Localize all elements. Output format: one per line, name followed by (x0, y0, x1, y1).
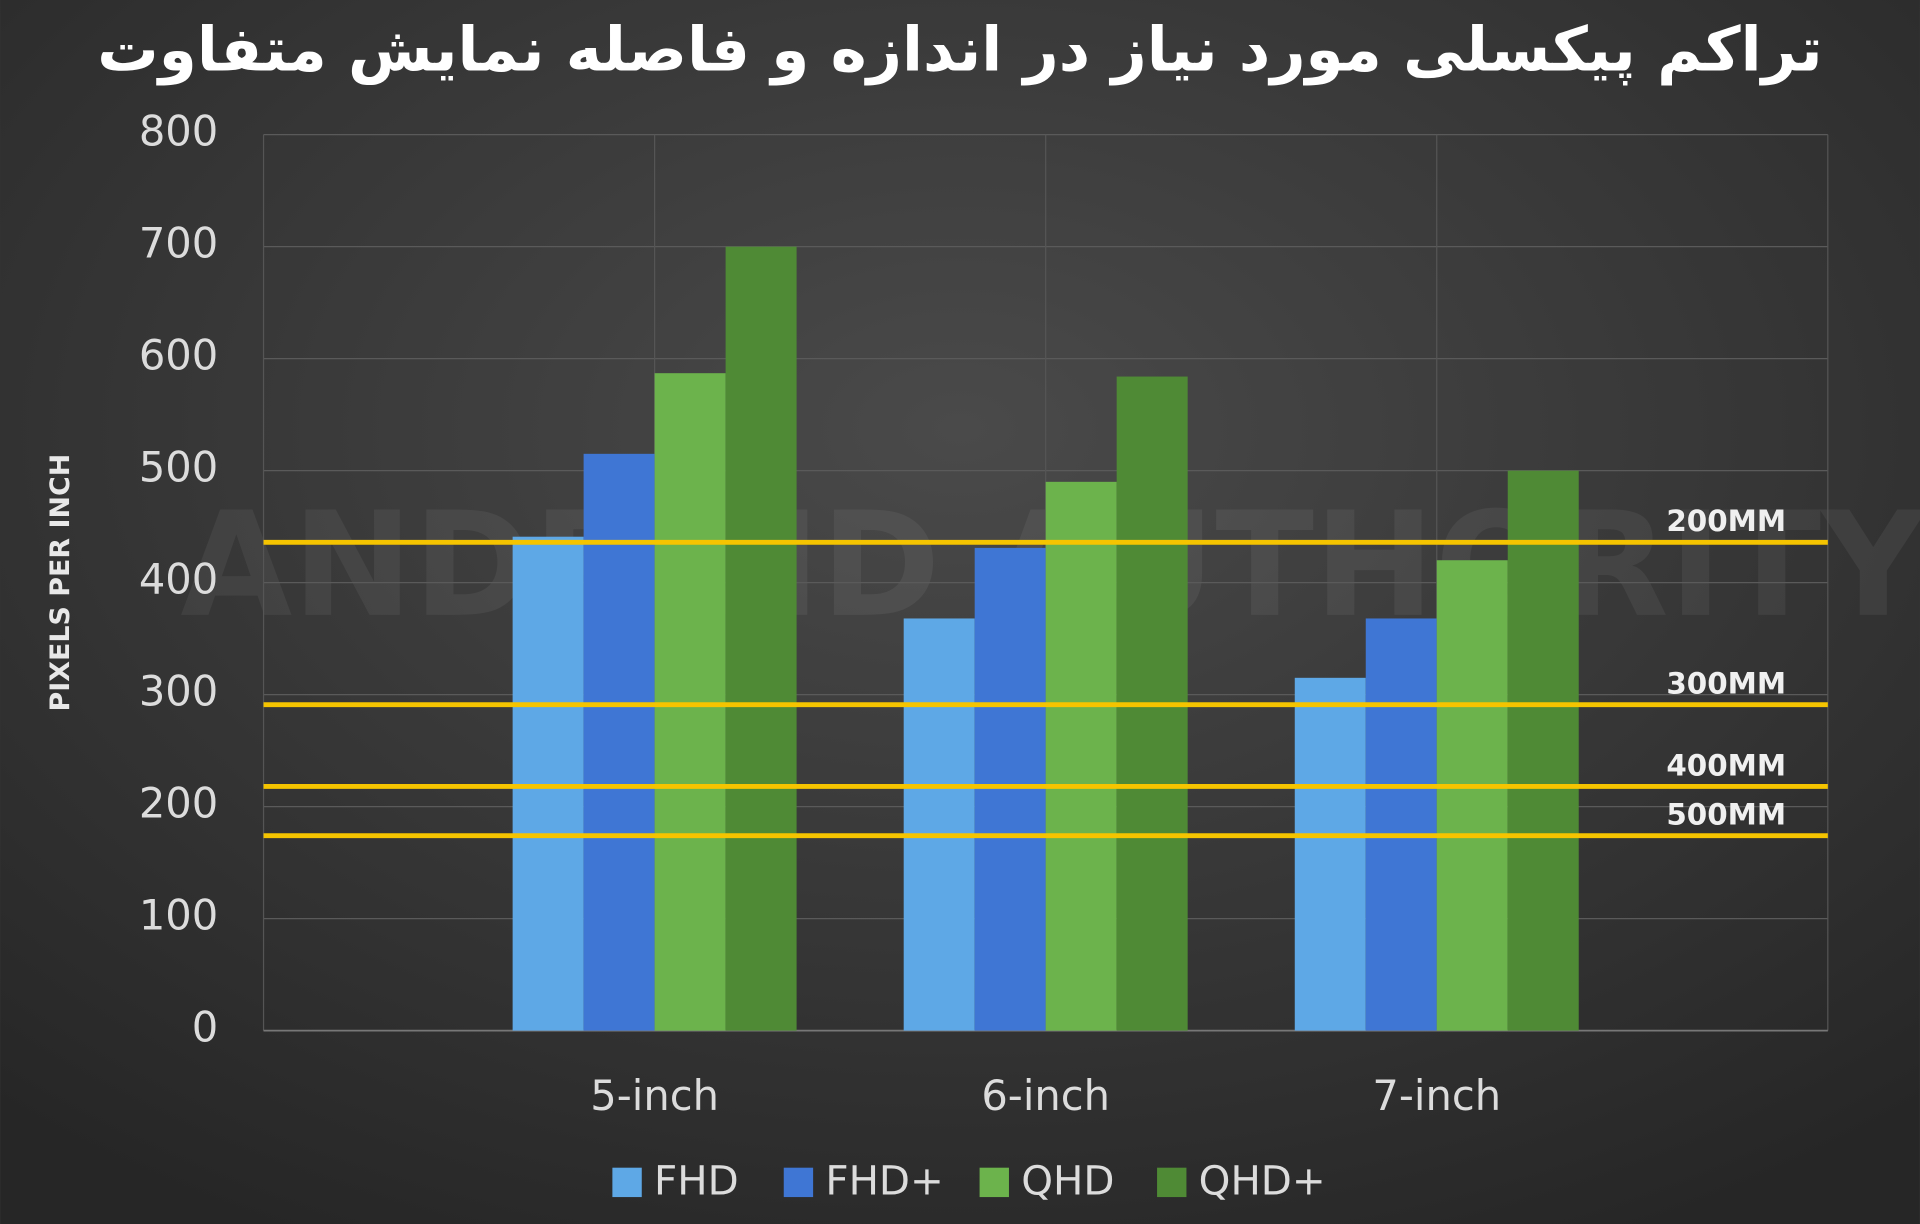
legend-label: QHD+ (1199, 1158, 1326, 1205)
legend-swatch (979, 1167, 1009, 1198)
legend-swatch (1157, 1167, 1187, 1198)
bar (1507, 470, 1579, 1031)
reference-label: 200MM (1666, 504, 1786, 538)
y-tick-label: 200 (139, 779, 218, 828)
reference-label: 400MM (1666, 748, 1786, 782)
y-tick-label: 700 (139, 219, 218, 268)
legend-swatch (783, 1167, 814, 1198)
x-tick-label: 5-inch (590, 1071, 719, 1120)
bar (1045, 481, 1117, 1031)
x-tick-label: 7-inch (1372, 1071, 1501, 1120)
y-tick-label: 300 (139, 667, 218, 716)
y-axis-label: PIXELS PER INCH (45, 454, 76, 712)
bar (583, 453, 655, 1031)
y-tick-label: 100 (139, 891, 218, 940)
chart-title: تراکم پیکسلی مورد نیاز در اندازه و فاصله… (97, 14, 1822, 85)
bar (725, 246, 797, 1031)
legend-label: QHD (1021, 1158, 1114, 1205)
bar (654, 373, 726, 1031)
reference-label: 500MM (1666, 798, 1786, 832)
bar (974, 547, 1046, 1031)
bar (1436, 560, 1508, 1031)
y-tick-label: 400 (139, 555, 218, 604)
legend-label: FHD+ (825, 1158, 944, 1205)
y-tick-label: 500 (139, 443, 218, 492)
bar (512, 536, 584, 1031)
y-tick-label: 0 (192, 1003, 218, 1052)
legend-label: FHD (654, 1158, 739, 1205)
bar (1365, 618, 1437, 1031)
bar (903, 618, 975, 1031)
y-tick-label: 800 (139, 107, 218, 156)
x-tick-label: 6-inch (981, 1071, 1110, 1120)
reference-label: 300MM (1666, 667, 1786, 701)
bar (1294, 677, 1366, 1031)
legend-swatch (612, 1167, 642, 1198)
y-tick-label: 600 (139, 331, 218, 380)
